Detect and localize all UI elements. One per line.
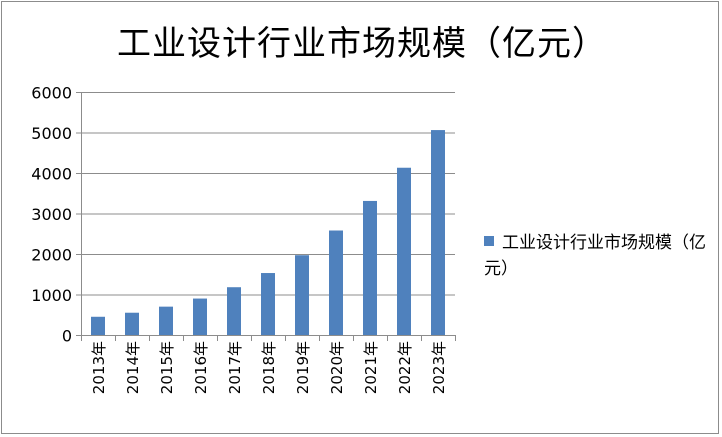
bar — [159, 306, 173, 335]
y-tick-label: 4000 — [31, 165, 72, 184]
x-tick-label: 2023年 — [430, 341, 448, 394]
legend-swatch — [484, 236, 494, 246]
x-tick-label: 2014年 — [124, 341, 142, 394]
bar — [397, 167, 411, 335]
bar — [329, 230, 343, 335]
bar — [363, 200, 377, 335]
y-tick-label: 1000 — [31, 286, 72, 305]
x-tick-label: 2016年 — [192, 341, 210, 394]
x-tick-label: 2015年 — [158, 341, 176, 394]
bar — [125, 312, 139, 335]
bar — [193, 298, 207, 335]
x-tick-label: 2018年 — [260, 341, 278, 394]
bar — [91, 316, 105, 335]
chart-legend: 工业设计行业市场规模（亿元） — [484, 230, 714, 282]
bar — [227, 287, 241, 335]
x-tick-label: 2021年 — [362, 341, 380, 394]
legend-label: 工业设计行业市场规模（亿元） — [484, 233, 706, 279]
x-tick-label: 2020年 — [328, 341, 346, 394]
chart-title: 工业设计行业市场规模（亿元） — [117, 24, 607, 64]
x-tick-label: 2017年 — [226, 341, 244, 394]
y-tick-label: 0 — [62, 327, 72, 346]
y-tick-label: 5000 — [31, 124, 72, 143]
bar — [431, 130, 445, 335]
x-tick-label: 2022年 — [396, 341, 414, 394]
y-tick-label: 2000 — [31, 246, 72, 265]
y-tick-label: 6000 — [31, 84, 72, 103]
x-tick-label: 2019年 — [294, 341, 312, 394]
bar — [295, 255, 309, 335]
x-tick-label: 2013年 — [90, 341, 108, 394]
y-tick-label: 3000 — [31, 205, 72, 224]
bar — [261, 273, 275, 335]
